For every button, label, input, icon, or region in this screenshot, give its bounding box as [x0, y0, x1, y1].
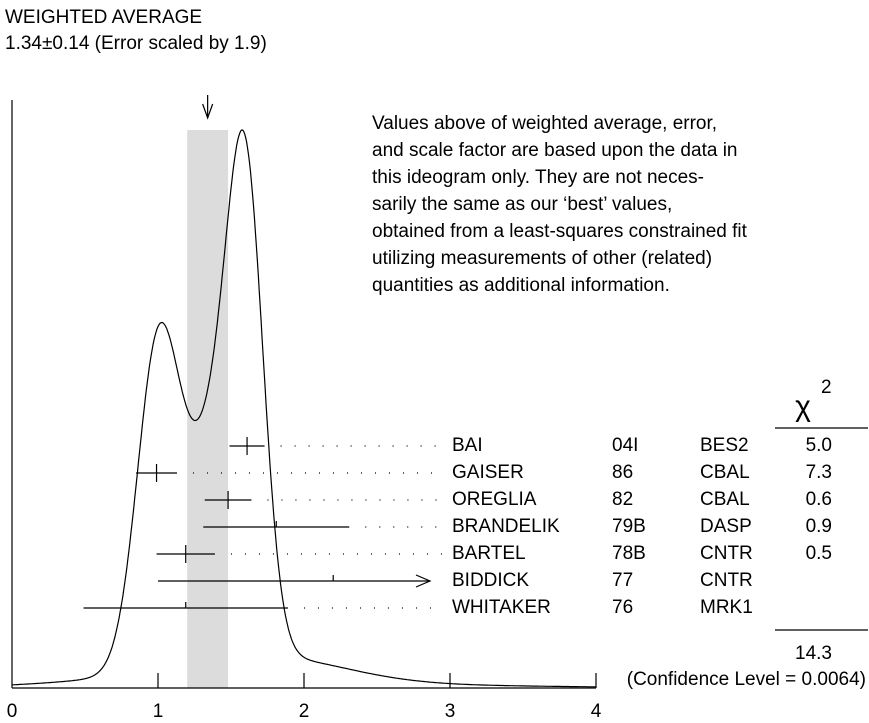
- experiment-name: BAI: [452, 435, 483, 456]
- experiment-year: 79B: [612, 516, 646, 537]
- experiment-year: 86: [612, 462, 633, 483]
- experiment-technique: CNTR: [700, 543, 753, 564]
- experiment-name: GAISER: [452, 462, 524, 483]
- note-line: Values above of weighted average, error,: [372, 113, 717, 134]
- note-line: and scale factor are based upon the data…: [372, 140, 737, 161]
- note-line: utilizing measurements of other (related…: [372, 248, 712, 269]
- note-line: sarily the same as our ‘best’ values,: [372, 194, 672, 215]
- experiment-year: 76: [612, 597, 633, 618]
- average-band: [187, 130, 229, 688]
- x-tick-label: 1: [153, 701, 164, 722]
- chi2-value: 0.9: [806, 516, 832, 537]
- average-label: 1.34±0.14 (Error scaled by 1.9): [5, 33, 267, 54]
- x-tick-label: 2: [299, 701, 310, 722]
- experiment-year: 82: [612, 489, 633, 510]
- experiment-technique: CBAL: [700, 489, 750, 510]
- chi2-exponent: 2: [821, 377, 832, 398]
- experiment-name: OREGLIA: [452, 489, 537, 510]
- note-line: this ideogram only. They are not neces-: [372, 167, 704, 188]
- experiment-technique: CNTR: [700, 570, 753, 591]
- chi2-value: 0.5: [806, 543, 832, 564]
- experiment-year: 04I: [612, 435, 638, 456]
- chi2-total: 14.3: [795, 643, 832, 664]
- ideogram-curve: [11, 129, 596, 688]
- x-tick-label: 0: [7, 701, 18, 722]
- experiment-technique: DASP: [700, 516, 752, 537]
- x-tick-label: 4: [591, 701, 602, 722]
- chi2-value: 5.0: [806, 435, 832, 456]
- error-bar-arrow: [415, 574, 432, 588]
- experiment-technique: CBAL: [700, 462, 750, 483]
- confidence-level: (Confidence Level = 0.0064): [627, 669, 866, 690]
- chi2-value: 0.6: [806, 489, 832, 510]
- chart-title: WEIGHTED AVERAGE: [5, 7, 202, 28]
- experiment-name: BARTEL: [452, 543, 526, 564]
- experiment-year: 78B: [612, 543, 646, 564]
- experiment-year: 77: [612, 570, 633, 591]
- experiment-technique: MRK1: [700, 597, 753, 618]
- note-line: quantities as additional information.: [372, 275, 670, 296]
- experiment-name: WHITAKER: [452, 597, 551, 618]
- experiment-technique: BES2: [700, 435, 749, 456]
- average-arrowhead: [202, 103, 214, 120]
- chi2-symbol: χ: [795, 390, 811, 423]
- experiment-name: BRANDELIK: [452, 516, 560, 537]
- x-tick-label: 3: [445, 701, 456, 722]
- chi2-value: 7.3: [806, 462, 832, 483]
- experiment-name: BIDDICK: [452, 570, 529, 591]
- note-line: obtained from a least-squares constraine…: [372, 221, 748, 242]
